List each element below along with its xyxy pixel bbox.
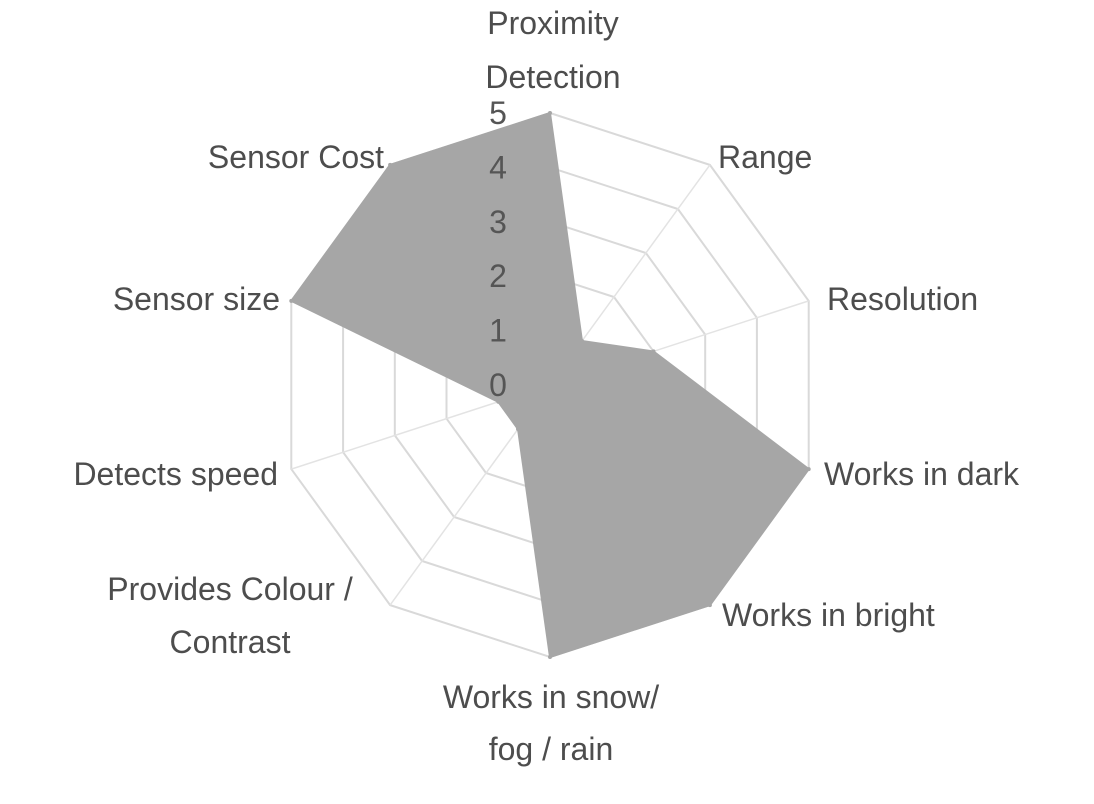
data-point-6 — [516, 427, 520, 431]
category-label-line: Detection — [485, 59, 620, 95]
category-label-line: Provides Colour / — [107, 571, 353, 607]
tick-label-1: 1 — [489, 313, 507, 349]
category-label-line: Contrast — [170, 624, 291, 660]
category-label-line: Works in dark — [824, 456, 1020, 492]
data-point-0 — [548, 111, 552, 115]
category-label-line: Sensor size — [113, 281, 280, 317]
category-label-2: Resolution — [827, 281, 978, 317]
category-label-layer: Proximity Detection Range Resolution Works i… — [73, 5, 1020, 767]
category-label-1: Range — [718, 139, 812, 175]
data-point-4 — [707, 603, 712, 608]
category-label-line: fog / rain — [489, 731, 614, 767]
category-label-4: Works in bright — [722, 597, 935, 633]
series-layer — [289, 111, 811, 659]
tick-label-4: 4 — [489, 149, 507, 185]
category-label-0: Proximity Detection — [485, 5, 620, 95]
data-point-3 — [806, 467, 811, 472]
category-label-line: Sensor Cost — [208, 139, 384, 175]
category-label-7: Detects speed — [73, 456, 278, 492]
data-point-9 — [388, 162, 393, 167]
category-label-5: Works in snow/fog / rain — [443, 679, 659, 767]
tick-label-5: 5 — [489, 95, 507, 131]
category-label-8: Sensor size — [113, 281, 280, 317]
tick-label-0: 0 — [489, 367, 507, 403]
category-label-9: Sensor Cost — [208, 139, 384, 175]
tick-label-2: 2 — [489, 258, 507, 294]
data-point-5 — [548, 655, 552, 659]
category-label-3: Works in dark — [824, 456, 1020, 492]
category-label-line: Resolution — [827, 281, 978, 317]
category-label-line: Works in snow/ — [443, 679, 659, 715]
data-point-2 — [651, 349, 656, 354]
tick-label-3: 3 — [489, 204, 507, 240]
category-label-line: Range — [718, 139, 812, 175]
data-point-8 — [289, 298, 294, 303]
category-label-6: Provides Colour / Contrast — [107, 571, 353, 660]
tick-layer: 0 1 2 3 4 5 — [489, 95, 507, 403]
category-label-line: Detects speed — [73, 456, 278, 492]
data-point-1 — [580, 339, 584, 343]
category-label-line: Works in bright — [722, 597, 935, 633]
data-point-7 — [496, 399, 501, 404]
category-label-line: Proximity — [487, 5, 619, 41]
